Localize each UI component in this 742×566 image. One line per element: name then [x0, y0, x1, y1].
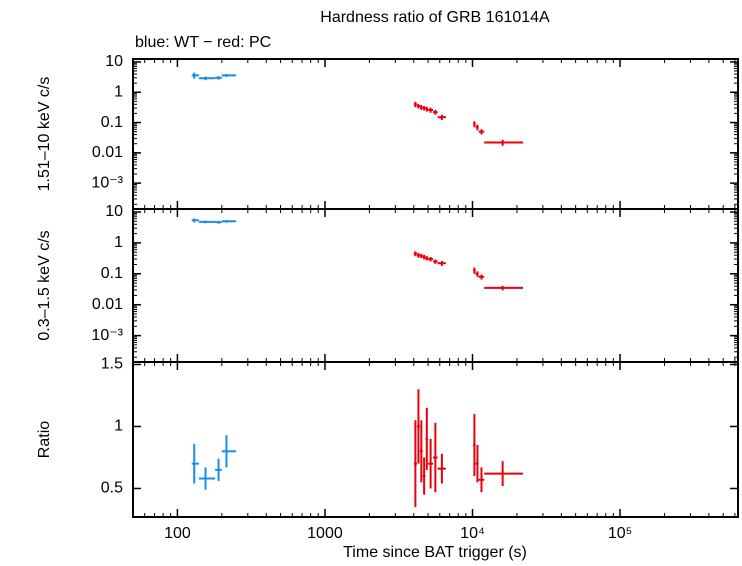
x-tick-label: 1000 [307, 525, 343, 542]
y-tick-label: 0.1 [101, 114, 123, 131]
y-tick-label: 10 [105, 203, 123, 220]
x-tick-label: 10⁴ [460, 525, 485, 542]
y-tick-label: 0.1 [101, 265, 123, 282]
y-tick-label: 1 [114, 234, 123, 251]
plot-frame [132, 208, 739, 363]
plot-frame [132, 361, 739, 518]
y-tick-label: 10 [105, 53, 123, 70]
plot-frame [132, 58, 739, 210]
chart-subtitle: blue: WT − red: PC [135, 34, 271, 51]
chart-title: Hardness ratio of GRB 161014A [320, 9, 550, 26]
x-tick-label: 10⁵ [608, 525, 632, 542]
y-axis-label: 0.3–1.5 keV c/s [36, 230, 53, 340]
y-tick-label: 1.5 [101, 356, 123, 373]
y-axis-label: Ratio [36, 421, 53, 458]
x-axis-label: Time since BAT trigger (s) [343, 544, 527, 561]
y-tick-label: 0.01 [92, 144, 123, 161]
y-tick-label: 10⁻³ [91, 327, 123, 344]
y-tick-label: 10⁻³ [91, 174, 123, 191]
y-tick-label: 1 [114, 418, 123, 435]
x-tick-label: 100 [164, 525, 191, 542]
y-tick-label: 0.5 [101, 480, 123, 497]
y-axis-label: 1.51–10 keV c/s [36, 77, 53, 192]
y-tick-label: 1 [114, 83, 123, 100]
y-tick-label: 0.01 [92, 296, 123, 313]
